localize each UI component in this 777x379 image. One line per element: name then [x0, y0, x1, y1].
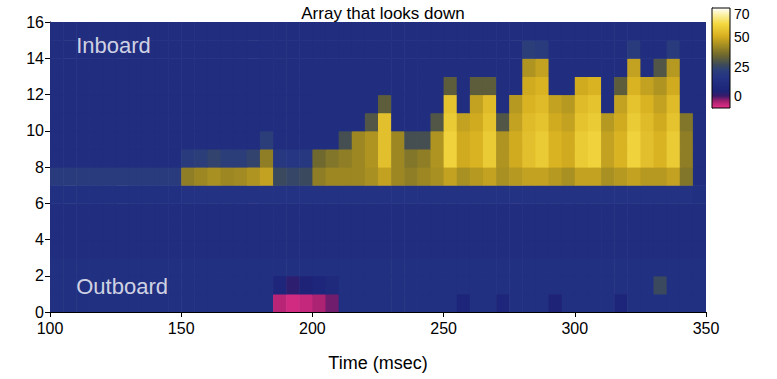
svg-text:14: 14	[26, 50, 44, 67]
svg-text:200: 200	[299, 320, 326, 337]
svg-text:16: 16	[26, 14, 44, 31]
svg-text:350: 350	[693, 320, 720, 337]
svg-text:12: 12	[26, 86, 44, 103]
svg-text:8: 8	[35, 159, 44, 176]
svg-text:10: 10	[26, 122, 44, 139]
svg-text:70: 70	[734, 6, 750, 22]
svg-text:Outboard: Outboard	[76, 274, 168, 299]
svg-text:0: 0	[35, 304, 44, 321]
svg-text:100: 100	[37, 320, 64, 337]
svg-text:25: 25	[734, 59, 750, 75]
svg-text:4: 4	[35, 231, 44, 248]
svg-text:50: 50	[734, 29, 750, 45]
svg-text:Time (msec): Time (msec)	[328, 353, 427, 373]
svg-text:0: 0	[734, 88, 742, 104]
svg-text:Array that looks down: Array that looks down	[301, 4, 464, 23]
svg-text:2: 2	[35, 267, 44, 284]
svg-text:Inboard: Inboard	[76, 33, 151, 58]
svg-text:250: 250	[430, 320, 457, 337]
svg-text:6: 6	[35, 195, 44, 212]
svg-text:300: 300	[561, 320, 588, 337]
svg-text:150: 150	[168, 320, 195, 337]
